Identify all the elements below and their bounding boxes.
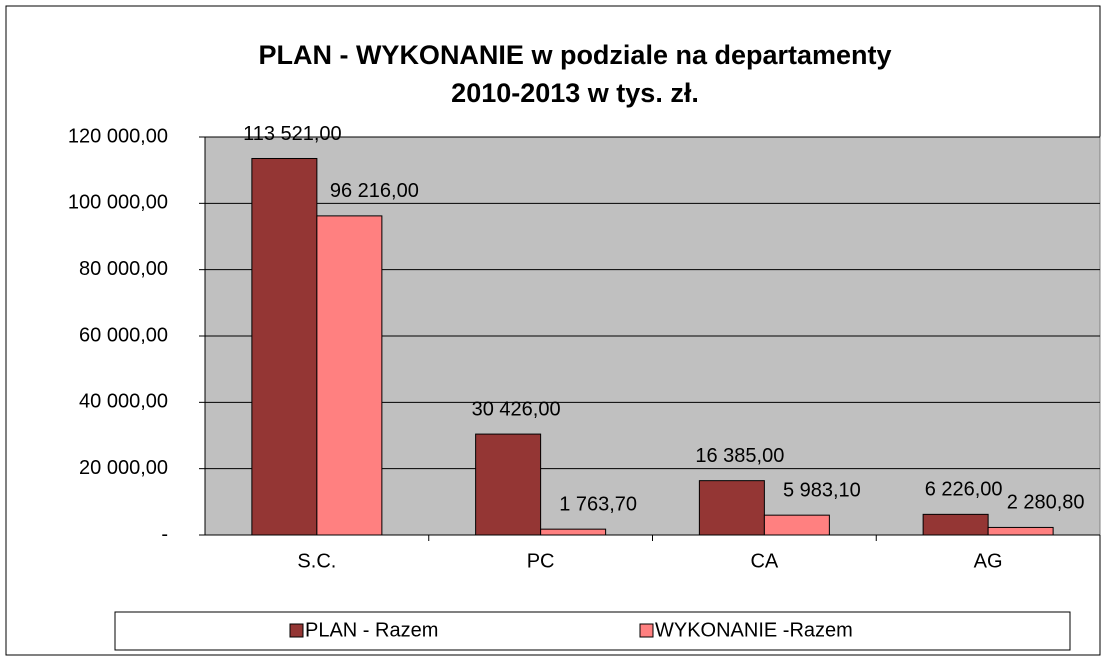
- x-tick-label: AG: [974, 550, 1003, 572]
- legend-swatch: [639, 623, 654, 638]
- data-label: 6 226,00: [925, 479, 1003, 501]
- data-label: 1 763,70: [559, 493, 637, 515]
- bar: [698, 480, 765, 536]
- y-tick-label: 120 000,00: [68, 125, 168, 147]
- x-tick-label: S.C.: [297, 550, 336, 572]
- y-tick-label: 20 000,00: [79, 457, 168, 479]
- chart-title: PLAN - WYKONANIE w podziale na departame…: [258, 40, 891, 70]
- legend-swatch: [289, 623, 304, 638]
- bar: [251, 157, 318, 536]
- legend-label: PLAN - Razem: [305, 619, 438, 641]
- chart-title: 2010-2013 w tys. zł.: [451, 78, 699, 108]
- data-label: 2 280,80: [1007, 492, 1085, 514]
- bar: [316, 215, 383, 536]
- bar: [987, 526, 1054, 536]
- bar: [475, 433, 542, 536]
- bar: [763, 514, 830, 536]
- bar: [922, 513, 989, 536]
- data-label: 16 385,00: [695, 445, 784, 467]
- x-tick-label: CA: [750, 550, 778, 572]
- y-tick-label: -: [161, 523, 168, 545]
- x-tick-label: PC: [527, 550, 555, 572]
- y-tick-label: 60 000,00: [79, 324, 168, 346]
- data-label: 5 983,10: [783, 479, 861, 501]
- legend-label: WYKONANIE -Razem: [655, 619, 853, 641]
- data-label: 30 426,00: [472, 398, 561, 420]
- bar: [540, 528, 607, 536]
- legend-box: [114, 611, 1071, 651]
- y-tick-label: 40 000,00: [79, 391, 168, 413]
- data-label: 96 216,00: [330, 180, 419, 202]
- y-tick-label: 80 000,00: [79, 258, 168, 280]
- data-label: 113 521,00: [243, 123, 342, 145]
- y-tick-label: 100 000,00: [68, 192, 168, 214]
